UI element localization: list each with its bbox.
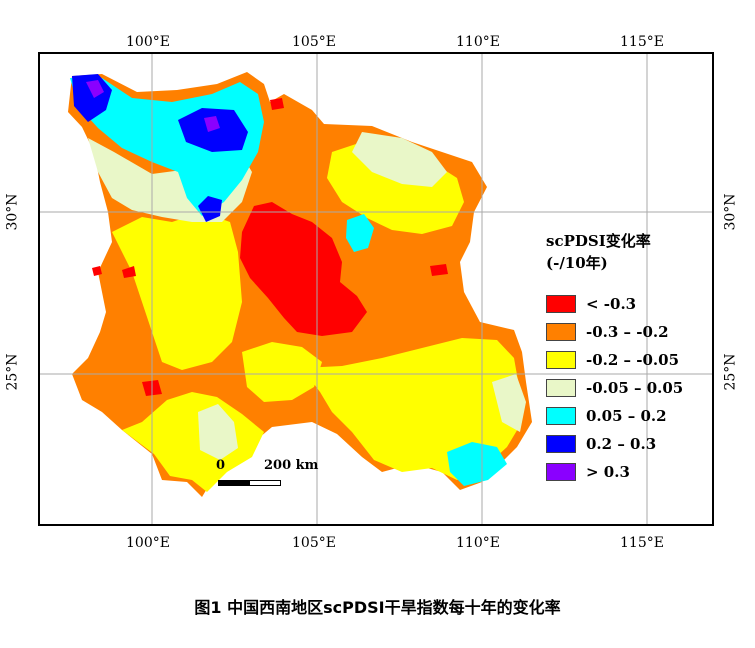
legend-label: -0.3 – -0.2	[586, 323, 669, 341]
legend-swatch	[546, 351, 576, 369]
region-cyan-southeast	[447, 442, 507, 486]
lon-label-bottom-105: 105°E	[292, 535, 336, 551]
lon-label-top-100: 100°E	[126, 34, 170, 50]
legend-swatch	[546, 379, 576, 397]
lon-label-bottom-115: 115°E	[620, 535, 664, 551]
legend-item: 0.2 – 0.3	[546, 434, 656, 454]
legend-label: > 0.3	[586, 463, 630, 481]
region-red-west	[122, 266, 136, 278]
region-blue-northwest	[72, 74, 112, 122]
legend-label: -0.2 – -0.05	[586, 351, 680, 369]
lat-label-right-30: 30°N	[722, 193, 739, 231]
region-blue-small	[198, 196, 222, 222]
legend-swatch	[546, 463, 576, 481]
map-frame	[38, 52, 714, 526]
graticule	[40, 54, 712, 524]
legend-swatch	[546, 323, 576, 341]
legend-item: -0.3 – -0.2	[546, 322, 669, 342]
legend-label: 0.05 – 0.2	[586, 407, 667, 425]
lon-label-bottom-100: 100°E	[126, 535, 170, 551]
legend-item: -0.2 – -0.05	[546, 350, 679, 370]
legend-label: < -0.3	[586, 295, 637, 313]
legend-label: -0.05 – 0.05	[586, 379, 684, 397]
lon-label-top-110: 110°E	[456, 34, 500, 50]
legend-swatch	[546, 435, 576, 453]
legend-label: 0.2 – 0.3	[586, 435, 657, 453]
region-cyan-center	[346, 214, 374, 252]
scale-bar-segment-black	[218, 480, 250, 486]
legend-item: < -0.3	[546, 294, 636, 314]
drought-trend-map	[40, 54, 712, 524]
region-pale-northeast	[352, 132, 447, 187]
scale-bar-end-label: 200 km	[264, 458, 319, 473]
lon-label-top-105: 105°E	[292, 34, 336, 50]
legend-swatch	[546, 407, 576, 425]
lat-label-left-30: 30°N	[4, 193, 21, 231]
region-purple-northwest	[86, 80, 104, 98]
scale-bar-segment-white	[249, 480, 281, 486]
region-yellow-west	[112, 212, 242, 370]
legend: scPDSI变化率 (-/10年) < -0.3 -0.3 – -0.2 -0.…	[546, 230, 716, 481]
region-red-central	[240, 202, 367, 336]
region-red-far-west	[92, 266, 102, 276]
region-pale-southwest	[198, 404, 238, 460]
lat-label-left-25: 25°N	[4, 353, 21, 391]
lat-label-right-25: 25°N	[722, 353, 739, 391]
legend-item: -0.05 – 0.05	[546, 378, 683, 398]
region-purple-north	[204, 116, 220, 132]
region-pale-east	[492, 374, 526, 432]
scale-bar-start-label: 0	[216, 458, 226, 473]
legend-swatch	[546, 295, 576, 313]
region-red-north	[270, 98, 284, 110]
lon-label-top-115: 115°E	[620, 34, 664, 50]
region-red-east	[430, 264, 448, 276]
legend-title-line1: scPDSI变化率	[546, 232, 651, 250]
legend-title-line2: (-/10年)	[546, 254, 608, 272]
region-yellow-center	[242, 342, 322, 402]
lon-label-bottom-110: 110°E	[456, 535, 500, 551]
figure-caption: 图1 中国西南地区scPDSI干旱指数每十年的变化率	[194, 598, 561, 617]
legend-item: > 0.3	[546, 462, 630, 482]
legend-item: 0.05 – 0.2	[546, 406, 667, 426]
